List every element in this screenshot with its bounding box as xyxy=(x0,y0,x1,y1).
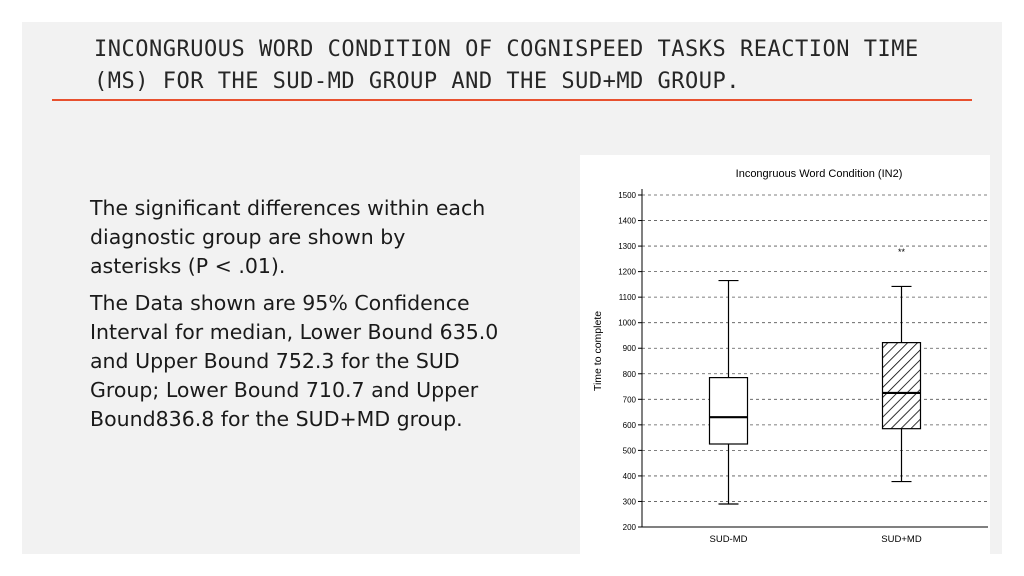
iqr-box xyxy=(881,342,922,430)
x-category-label: SUD+MD xyxy=(881,534,922,545)
y-tick-label: 1200 xyxy=(618,268,636,277)
boxplot-chart: Incongruous Word Condition (IN2) Time to… xyxy=(592,168,988,545)
body-text: The significant differences within each … xyxy=(90,194,500,442)
significance-marker: ** xyxy=(898,247,906,257)
chart-panel: Incongruous Word Condition (IN2) Time to… xyxy=(580,155,990,554)
x-category-label: SUD-MD xyxy=(710,534,748,545)
chart-title: Incongruous Word Condition (IN2) xyxy=(736,168,903,180)
y-tick-label: 200 xyxy=(623,523,637,532)
y-tick-label: 1300 xyxy=(618,242,636,251)
body-paragraph-confidence-interval: The Data shown are 95% Confidence Interv… xyxy=(90,291,499,431)
y-tick-label: 1500 xyxy=(618,191,636,200)
box-sud-md xyxy=(881,285,922,483)
y-tick-label: 800 xyxy=(623,370,637,379)
y-tick-label: 1100 xyxy=(619,293,637,302)
y-tick-label: 1000 xyxy=(618,319,636,328)
box-sud-md xyxy=(708,279,749,505)
y-axis-label: Time to complete xyxy=(592,311,604,391)
slide: INCONGRUOUS WORD CONDITION OF COGNISPEED… xyxy=(22,22,1002,554)
y-tick-label: 1400 xyxy=(618,217,636,226)
y-tick-label: 900 xyxy=(623,344,637,353)
title-underline-rule xyxy=(52,99,972,101)
slide-title: INCONGRUOUS WORD CONDITION OF COGNISPEED… xyxy=(94,34,934,98)
y-tick-label: 700 xyxy=(623,395,637,404)
y-tick-label: 600 xyxy=(623,421,637,430)
slide-title-line-2: (MS) FOR THE SUD-MD GROUP AND THE SUD+MD… xyxy=(94,69,741,94)
iqr-box xyxy=(708,377,749,445)
y-tick-label: 400 xyxy=(623,472,637,481)
y-tick-label: 300 xyxy=(623,497,637,506)
slide-title-line-1: INCONGRUOUS WORD CONDITION OF COGNISPEED… xyxy=(94,37,919,62)
body-paragraph-significance: The significant differences within each … xyxy=(90,196,486,278)
y-tick-label: 500 xyxy=(623,446,637,455)
